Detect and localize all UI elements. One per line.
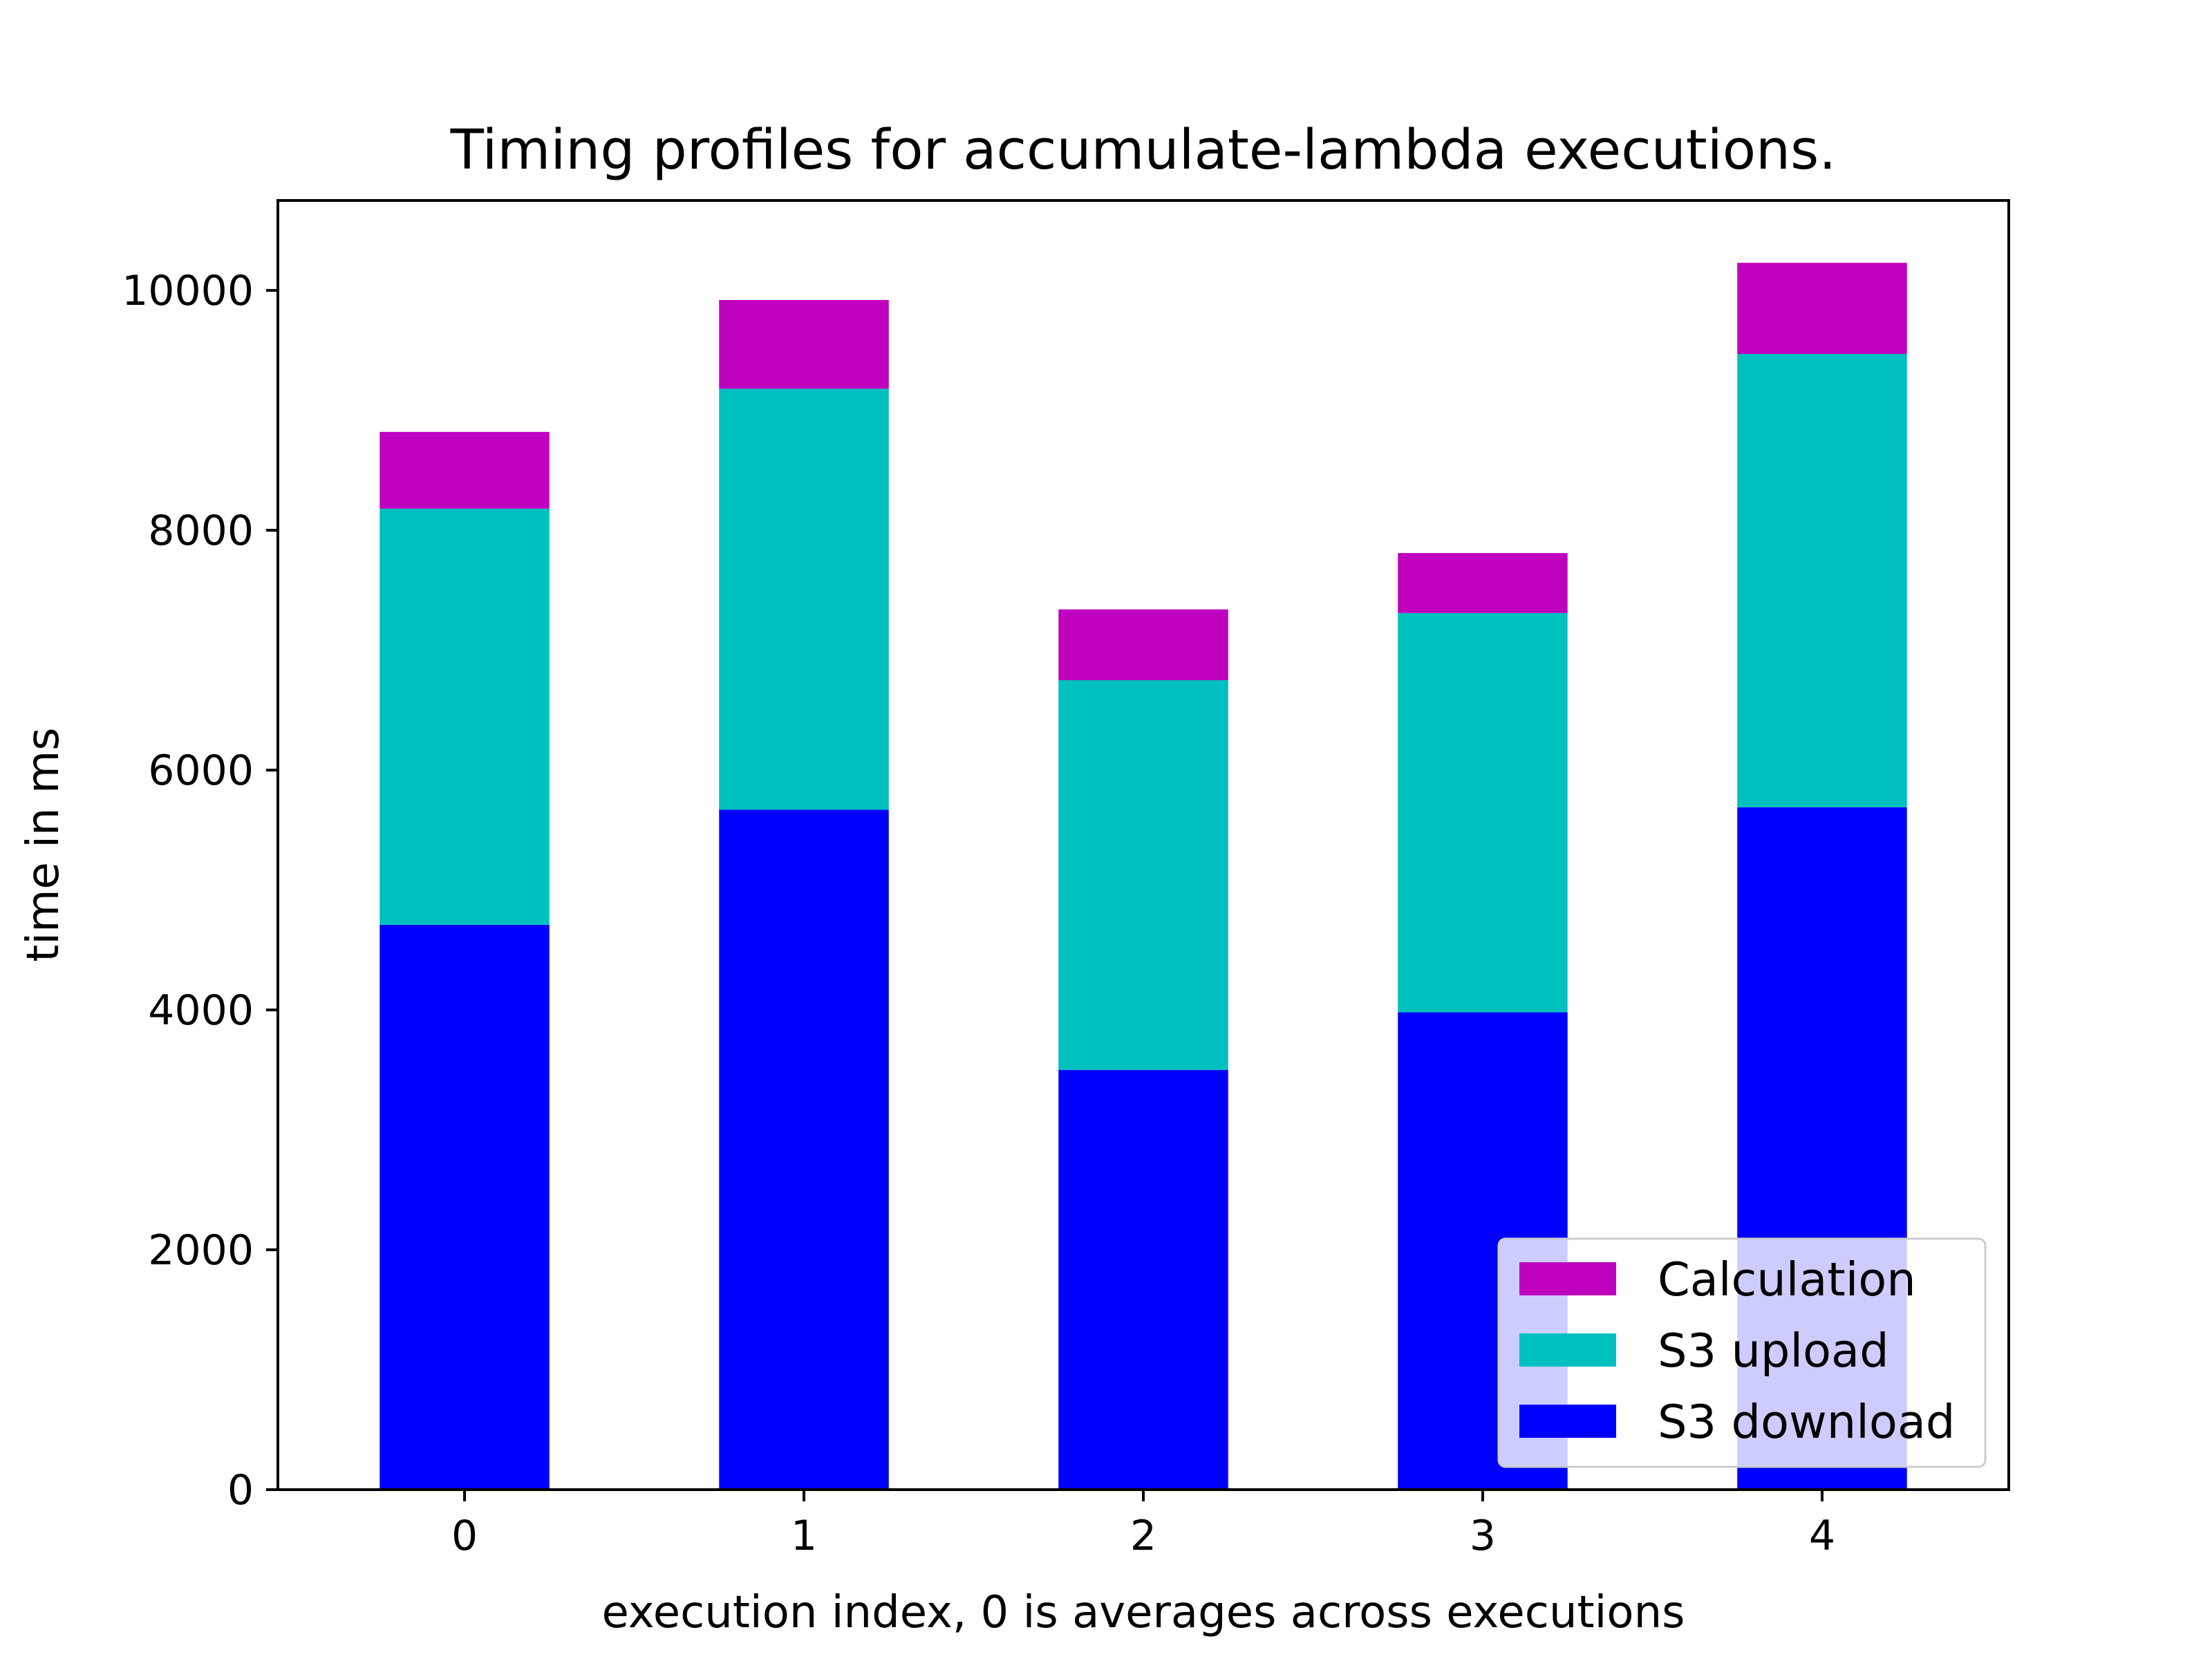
legend-box: [1497, 1237, 1987, 1468]
y-tick-label: 10000: [122, 267, 254, 315]
legend-swatch-s3-upload: [1519, 1333, 1616, 1367]
x-tick-label: 1: [791, 1512, 817, 1560]
y-tick-label: 2000: [148, 1226, 254, 1275]
bar-calculation-2: [1058, 609, 1228, 680]
bar-s3-upload-1: [719, 388, 889, 810]
bar-s3-download-2: [1058, 1069, 1228, 1490]
y-axis-ticks: 0 2000 4000 6000 8000 10000: [122, 267, 278, 1515]
bar-s3-upload-3: [1398, 612, 1568, 1013]
legend-label-calculation: Calculation: [1658, 1253, 1916, 1306]
bar-calculation-1: [719, 300, 889, 389]
x-tick-label: 4: [1809, 1512, 1835, 1560]
bar-calculation-3: [1398, 553, 1568, 613]
x-axis-label: execution index, 0 is averages across ex…: [602, 1587, 1685, 1638]
x-tick-label: 0: [451, 1512, 478, 1560]
legend-label-s3-upload: S3 upload: [1658, 1324, 1889, 1378]
y-tick-label: 0: [227, 1466, 254, 1515]
bar-s3-upload-2: [1058, 679, 1228, 1070]
bar-s3-download-1: [719, 809, 889, 1490]
plot-frame: [276, 199, 2010, 1491]
bar-calculation-4: [1737, 263, 1907, 355]
chart-title: Timing profiles for accumulate-lambda ex…: [450, 118, 1837, 182]
bar-s3-upload-0: [379, 508, 550, 925]
bar-s3-upload-4: [1737, 354, 1907, 807]
x-tick-label: 3: [1470, 1512, 1496, 1560]
bar-s3-download-0: [379, 924, 550, 1490]
bar-calculation-0: [379, 431, 550, 509]
y-axis-label: time in ms: [18, 727, 69, 962]
legend-swatch-calculation: [1519, 1262, 1616, 1295]
x-tick-label: 2: [1130, 1512, 1156, 1560]
x-axis-ticks: 0 1 2 3 4: [451, 1490, 1835, 1560]
legend-label-s3-download: S3 download: [1658, 1395, 1955, 1449]
y-tick-label: 8000: [148, 507, 254, 555]
y-tick-label: 6000: [148, 747, 254, 795]
y-tick-label: 4000: [148, 986, 254, 1035]
legend-entries: Calculation S3 upload S3 download: [1519, 1253, 1955, 1449]
legend-swatch-s3-download: [1519, 1405, 1616, 1438]
legend: Calculation S3 upload S3 download: [1497, 1237, 1987, 1468]
